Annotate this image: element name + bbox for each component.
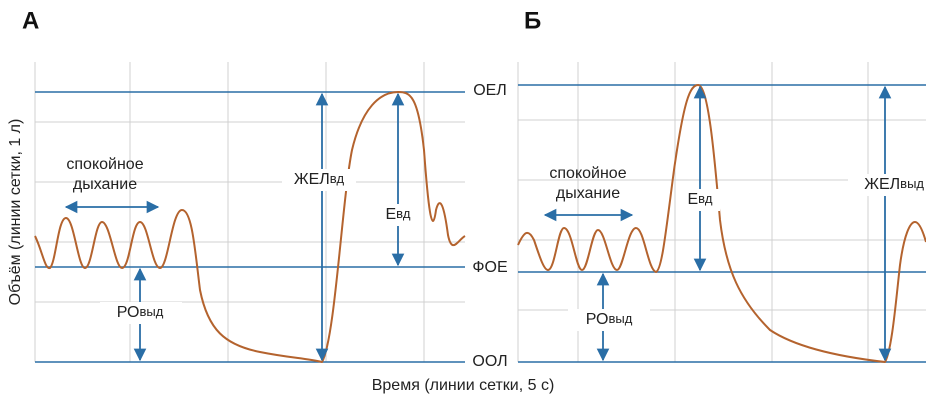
vc-label: ЖЕЛвд xyxy=(294,171,345,188)
label-sub: вд xyxy=(698,191,713,206)
annotation: дыхание xyxy=(73,176,137,193)
label-main: РО xyxy=(586,311,609,328)
erv-label: РОвыд xyxy=(586,311,633,328)
grid-b xyxy=(517,62,926,362)
label-sub: вд xyxy=(330,171,345,186)
label-bg xyxy=(848,174,926,196)
level-label: ФОЕ xyxy=(472,259,507,276)
ic-label: Евд xyxy=(687,191,712,208)
label-bg xyxy=(100,302,182,324)
spirogram-curve-a xyxy=(34,91,466,363)
annotation: спокойное xyxy=(66,156,143,173)
label-sub: выд xyxy=(900,176,924,191)
label-bg xyxy=(680,189,720,211)
label-bg xyxy=(568,309,650,331)
label-bg xyxy=(380,204,416,226)
label-main: ЖЕЛ xyxy=(294,171,330,188)
label-sub: вд xyxy=(396,206,411,221)
erv-label: РОвыд xyxy=(117,304,164,321)
label-main: Е xyxy=(687,191,698,208)
level-label: ООЛ xyxy=(472,353,507,370)
panel-label: А xyxy=(22,7,39,34)
label-main: ЖЕЛ xyxy=(864,176,900,193)
label-main: РО xyxy=(117,304,140,321)
label-sub: выд xyxy=(139,304,163,319)
label-sub: выд xyxy=(608,311,632,326)
ic-label: Евд xyxy=(385,206,410,223)
annotation: дыхание xyxy=(556,185,620,202)
annotation: спокойное xyxy=(549,165,626,182)
label-bg xyxy=(282,169,356,191)
y-axis-label: Объём (линии сетки, 1 л) xyxy=(7,119,24,306)
panel-label: Б xyxy=(524,7,541,34)
level-label: ОЕЛ xyxy=(473,82,507,99)
vc-label: ЖЕЛвыд xyxy=(864,176,924,193)
level-lines xyxy=(35,84,926,363)
label-main: Е xyxy=(385,206,396,223)
grid-a xyxy=(34,62,465,362)
x-axis-label: Время (линии сетки, 5 с) xyxy=(372,377,555,394)
